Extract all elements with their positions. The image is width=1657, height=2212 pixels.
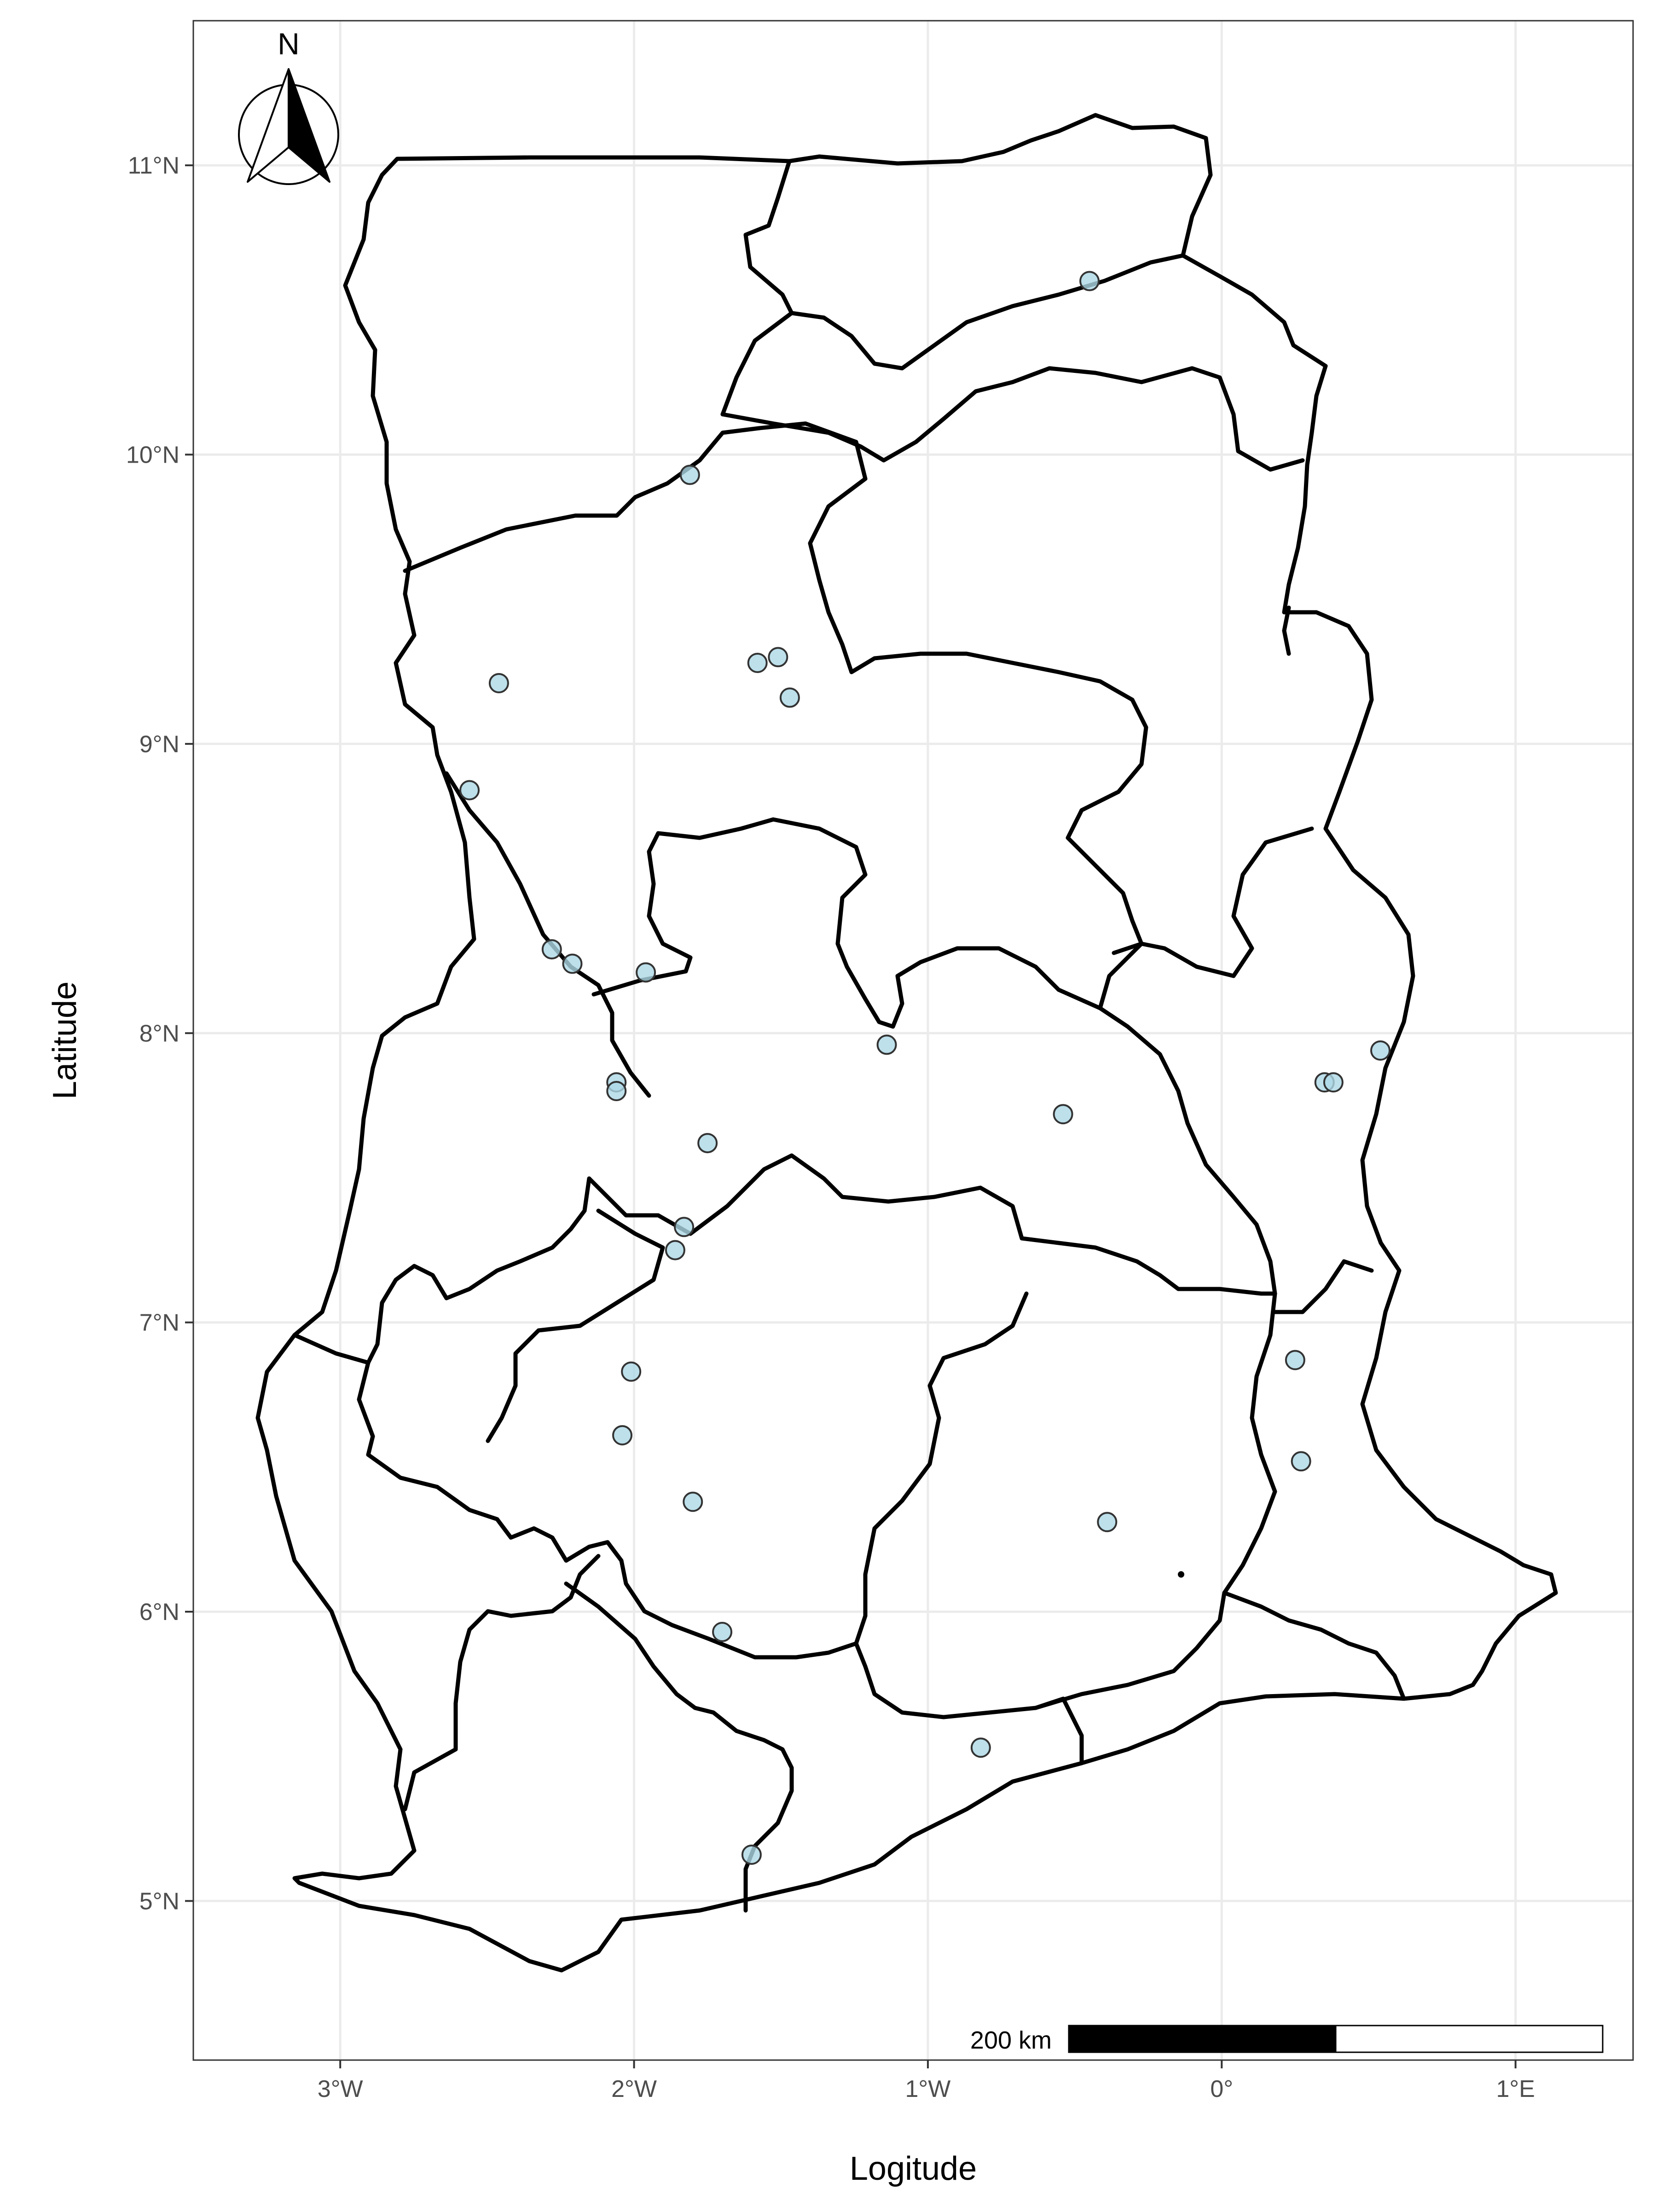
y-tick-label: 7°N bbox=[139, 1310, 180, 1336]
scale-bar-label: 200 km bbox=[970, 2026, 1052, 2054]
sample-point bbox=[1291, 1451, 1311, 1472]
y-tick-label: 11°N bbox=[128, 152, 180, 179]
sample-point bbox=[679, 464, 700, 485]
x-tick-label: 1°E bbox=[1496, 2076, 1535, 2102]
region-boundary bbox=[789, 253, 1185, 371]
y-tick-label: 6°N bbox=[139, 1599, 180, 1626]
region-boundary bbox=[587, 1153, 1277, 1296]
y-tick-label: 8°N bbox=[139, 1020, 180, 1047]
sample-point bbox=[1053, 1104, 1073, 1125]
x-tick-label: 3°W bbox=[318, 2076, 363, 2102]
region-boundary bbox=[854, 1641, 1084, 1765]
sample-point bbox=[674, 1217, 695, 1237]
scale-bar: 200 km bbox=[970, 2025, 1604, 2054]
sample-point bbox=[1370, 1040, 1391, 1061]
region-boundary bbox=[486, 1208, 665, 1443]
sample-point bbox=[606, 1080, 627, 1101]
sample-point bbox=[665, 1240, 685, 1260]
sample-point bbox=[612, 1425, 633, 1446]
region-boundary bbox=[1222, 1291, 1277, 1595]
x-tick-label: 1°W bbox=[905, 2076, 951, 2102]
y-tick-label: 10°N bbox=[126, 442, 180, 469]
region-boundary bbox=[1273, 1259, 1374, 1314]
grid-lines bbox=[193, 21, 1633, 2060]
region-boundary bbox=[1033, 1591, 1406, 1710]
sample-point bbox=[683, 1492, 703, 1512]
sample-point bbox=[747, 652, 768, 673]
y-axis-title: Latitude bbox=[46, 981, 83, 1099]
x-tick-label: 0° bbox=[1210, 2076, 1233, 2102]
sample-point bbox=[1079, 271, 1100, 291]
sample-point bbox=[712, 1622, 733, 1643]
region-boundary bbox=[591, 817, 1277, 1296]
x-axis-title: Logitude bbox=[850, 2150, 977, 2187]
region-boundary bbox=[1098, 826, 1314, 1010]
y-tick-label: 5°N bbox=[139, 1888, 180, 1915]
region-boundary bbox=[357, 1176, 591, 1457]
sample-point bbox=[1323, 1072, 1344, 1093]
sample-point bbox=[459, 780, 480, 801]
x-tick-label: 2°W bbox=[611, 2076, 657, 2102]
region-boundary bbox=[564, 1581, 794, 1913]
island-speck bbox=[1178, 1571, 1184, 1578]
north-arrow-label: N bbox=[278, 27, 300, 61]
region-boundary bbox=[720, 159, 794, 417]
north-arrow-right-half bbox=[288, 68, 330, 183]
x-axis-ticks: 3°W 2°W 1°W 0° 1°E bbox=[318, 2060, 1535, 2102]
sample-point bbox=[970, 1737, 991, 1758]
sample-point bbox=[562, 953, 583, 974]
country-border bbox=[255, 113, 1558, 1973]
sample-point bbox=[876, 1034, 897, 1055]
north-arrow: N bbox=[238, 27, 339, 185]
sample-point bbox=[768, 647, 788, 668]
sample-point bbox=[779, 687, 800, 708]
sample-point bbox=[621, 1361, 642, 1382]
y-tick-label: 9°N bbox=[139, 731, 180, 758]
region-boundary bbox=[444, 771, 651, 1098]
y-axis-ticks: 5°N 6°N 7°N 8°N 9°N 10°N 11°N bbox=[126, 152, 193, 1915]
sample-points bbox=[459, 271, 1391, 1865]
boundary-layer bbox=[255, 113, 1558, 1973]
region-boundary bbox=[403, 1554, 601, 1811]
sample-point bbox=[488, 673, 509, 693]
region-boundary bbox=[292, 1333, 371, 1365]
sample-point bbox=[741, 1844, 762, 1865]
region-boundary bbox=[403, 421, 1148, 955]
sample-point bbox=[636, 962, 656, 983]
region-boundary bbox=[1282, 605, 1291, 656]
sample-point bbox=[697, 1133, 718, 1154]
sample-point bbox=[1097, 1512, 1118, 1533]
scale-bar-white-segment bbox=[1335, 2025, 1604, 2053]
sample-point bbox=[541, 939, 562, 960]
scale-bar-black-segment bbox=[1068, 2025, 1337, 2053]
sample-point bbox=[1285, 1350, 1305, 1370]
region-boundary bbox=[366, 1291, 1029, 1660]
panel-border bbox=[192, 20, 1634, 2061]
